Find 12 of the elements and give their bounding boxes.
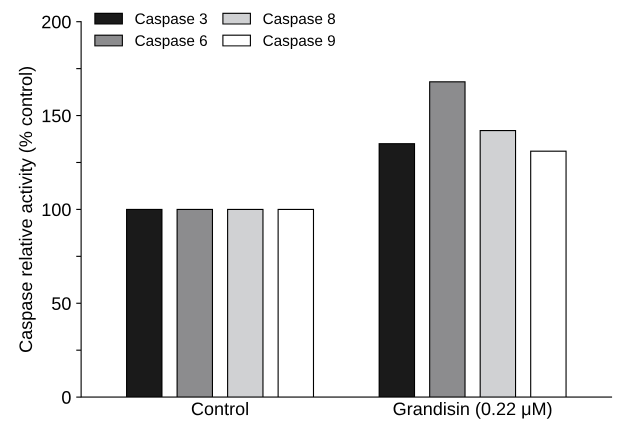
legend-label: Caspase 3 — [135, 13, 207, 28]
legend-label: Caspase 6 — [135, 35, 207, 50]
y-tick-label: 0 — [62, 391, 71, 404]
y-tick-label: 100 — [42, 203, 71, 216]
y-tick-label: 150 — [42, 109, 71, 122]
x-tick-label: Control — [192, 402, 248, 416]
y-tick-label: 50 — [52, 297, 71, 310]
x-tick-label: Grandisin (0.22 μM) — [394, 402, 552, 419]
y-axis-title: Caspase relative activity (% control) — [18, 67, 36, 352]
legend-label: Caspase 8 — [263, 13, 335, 28]
y-tick-label: 200 — [42, 16, 71, 28]
legend-label: Caspase 9 — [263, 35, 335, 50]
